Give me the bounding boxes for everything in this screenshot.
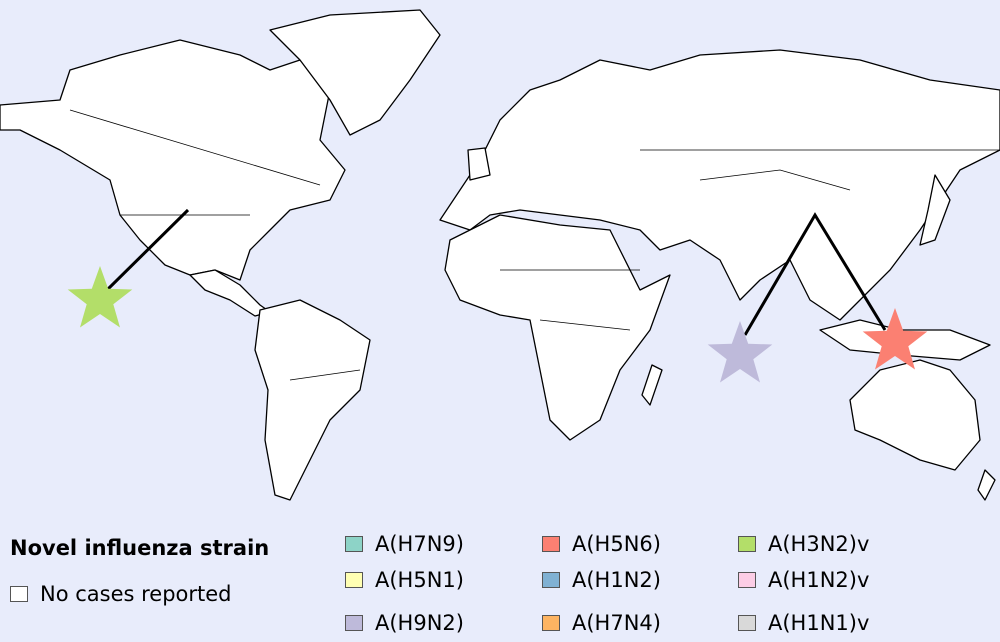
legend-item: A(H1N2)	[542, 568, 661, 592]
legend-item: A(H9N2)	[345, 611, 464, 635]
legend-label: A(H5N1)	[375, 568, 464, 592]
legend-item-no-cases: No cases reported	[10, 582, 232, 606]
south-america	[254, 299, 371, 501]
star-marker-ah3n2v	[67, 266, 133, 328]
legend-swatch	[345, 536, 363, 552]
callout-line-china	[743, 212, 887, 336]
legend-item: A(H1N2)v	[738, 568, 869, 592]
legend-swatch	[738, 572, 756, 588]
legend-item: A(H7N9)	[345, 532, 464, 556]
legend-title: Novel influenza strain	[10, 536, 270, 560]
callout-line-us	[103, 208, 190, 294]
legend-swatch	[542, 572, 560, 588]
callout-lines	[103, 208, 887, 336]
legend-swatch	[542, 536, 560, 552]
madagascar	[641, 364, 663, 406]
legend-label: A(H5N6)	[572, 532, 661, 556]
legend-item: A(H1N1)v	[738, 611, 869, 635]
legend-swatch	[738, 536, 756, 552]
legend-item: A(H7N4)	[542, 611, 661, 635]
legend-swatch	[738, 615, 756, 631]
legend-label: A(H7N9)	[375, 532, 464, 556]
legend-label: A(H7N4)	[572, 611, 661, 635]
legend-label: No cases reported	[40, 582, 232, 606]
legend-label: A(H3N2)v	[768, 532, 870, 556]
country-borders	[69, 109, 1000, 381]
legend-item: A(H5N1)	[345, 568, 464, 592]
africa	[444, 214, 671, 441]
uk	[467, 147, 491, 181]
legend-item: A(H3N2)v	[738, 532, 869, 556]
north-america	[0, 39, 346, 281]
eurasia	[439, 49, 1000, 321]
greenland	[269, 9, 441, 136]
australia	[849, 359, 981, 471]
legend-swatch	[10, 586, 28, 602]
new-zealand	[977, 469, 996, 501]
central-america	[189, 269, 271, 317]
japan	[919, 174, 951, 246]
legend-label: A(H1N2)	[572, 568, 661, 592]
land-masses	[0, 9, 1000, 501]
legend-swatch	[345, 615, 363, 631]
legend-label: A(H9N2)	[375, 611, 464, 635]
legend-label: A(H1N2)v	[768, 568, 870, 592]
legend-swatch	[345, 572, 363, 588]
star-marker-ah5n6	[862, 308, 928, 370]
star-marker-ah9n2	[707, 321, 773, 383]
legend-label: A(H1N1)v	[768, 611, 870, 635]
legend-swatch	[542, 615, 560, 631]
legend-item: A(H5N6)	[542, 532, 661, 556]
